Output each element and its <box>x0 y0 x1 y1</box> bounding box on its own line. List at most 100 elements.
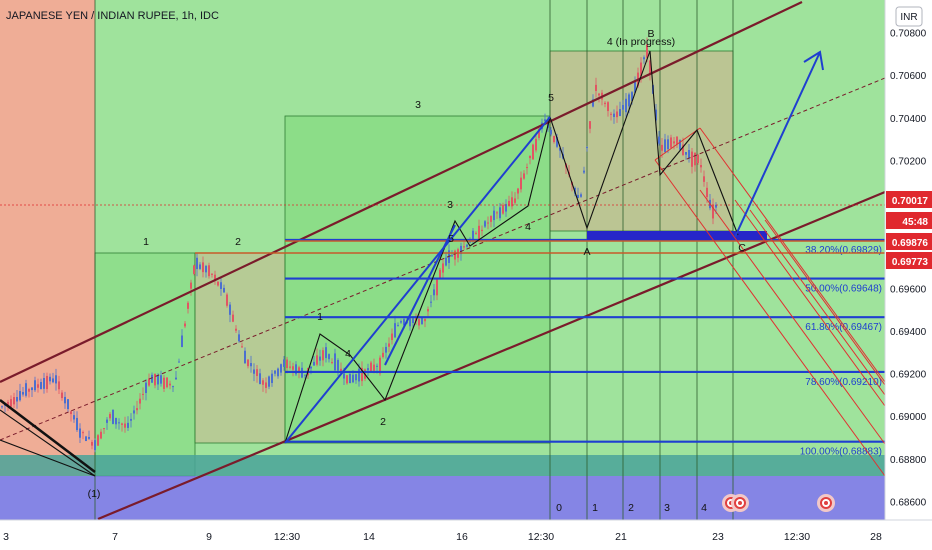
candle-body <box>712 205 714 219</box>
horizontal-levels <box>0 204 885 254</box>
candle-body <box>106 419 108 423</box>
price-axis[interactable]: INR 0.708000.706000.704000.702000.696000… <box>884 0 932 520</box>
candle-body <box>625 98 627 113</box>
event-markers[interactable] <box>722 494 835 512</box>
candle-body <box>628 94 630 107</box>
candle-body <box>100 431 102 439</box>
candle-body <box>532 144 534 160</box>
candle-body <box>73 415 75 420</box>
candle-body <box>454 250 456 260</box>
candle-body <box>316 355 318 365</box>
price-tags: 0.70017 45:48 0.69876 0.69773 <box>886 191 932 269</box>
candle-body <box>622 105 624 110</box>
candle-body <box>664 139 666 152</box>
candle-body <box>184 323 186 327</box>
candle-body <box>493 210 495 221</box>
candle-body <box>382 352 384 358</box>
last-price-tag-bg <box>886 191 932 208</box>
time-axis[interactable]: 3 7 9 12:30 14 16 12:30 21 23 12:30 28 <box>0 519 932 550</box>
candle-body <box>427 309 429 312</box>
price-tick-label: 0.69200 <box>890 370 927 381</box>
candle-body <box>325 347 327 359</box>
price-tick-label: 0.68600 <box>890 498 927 509</box>
candle-body <box>268 376 270 387</box>
event-marker-icon[interactable] <box>817 494 835 512</box>
candle-body <box>22 392 24 395</box>
candle-body <box>439 269 441 279</box>
candle-body <box>646 44 648 58</box>
candle-body <box>145 382 147 394</box>
candle-body <box>169 383 171 386</box>
wave-label: B <box>647 28 654 40</box>
candle-body <box>400 321 402 323</box>
candle-body <box>592 99 594 107</box>
wave-labels: 1 2 3 4 5 1 2 3 4 5 A B C 4 (In progress… <box>88 28 747 500</box>
correction-line <box>764 219 886 386</box>
candle-body <box>286 359 288 369</box>
fib-level-label: 38.20%(0.69829) <box>805 245 882 256</box>
candle-body <box>241 346 243 348</box>
wave-label: 4 (In progress) <box>607 36 675 48</box>
candle-body <box>343 373 345 379</box>
candle-body <box>91 441 93 446</box>
candle-body <box>139 398 141 404</box>
candle-body <box>715 204 717 208</box>
zone-left-red <box>0 0 95 476</box>
candle-body <box>16 397 18 402</box>
time-tick-label: 3 <box>3 531 9 543</box>
candle-body <box>475 232 477 234</box>
candle-body <box>535 138 537 151</box>
candle-body <box>670 137 672 148</box>
wave-label: C <box>738 242 746 254</box>
candle-body <box>151 374 153 383</box>
candle-body <box>682 144 684 155</box>
candle-body <box>52 378 54 383</box>
candle-body <box>328 354 330 360</box>
time-axis-bg <box>0 520 932 550</box>
correction-line <box>734 199 886 407</box>
candle-body <box>451 255 453 257</box>
time-tick-label: 16 <box>456 531 468 543</box>
candle-body <box>379 357 381 374</box>
candle-body <box>298 367 300 373</box>
wave-label: 1 <box>317 311 323 323</box>
candle-body <box>67 399 69 410</box>
candle-body <box>319 356 321 361</box>
time-ticks: 3 7 9 12:30 14 16 12:30 21 23 12:30 28 <box>3 531 882 543</box>
candle-body <box>199 264 201 269</box>
price-tick-label: 0.70800 <box>890 29 927 40</box>
candle-body <box>346 375 348 384</box>
candle-body <box>589 121 591 129</box>
candle-body <box>403 319 405 326</box>
candle-body <box>211 273 213 275</box>
candle-body <box>361 367 363 382</box>
chart-title: JAPANESE YEN / INDIAN RUPEE, 1h, IDC <box>6 10 219 22</box>
candle-body <box>394 323 396 338</box>
candle-body <box>262 380 264 385</box>
time-tick-label: 28 <box>870 531 882 543</box>
candle-body <box>481 229 483 232</box>
wave-label: A <box>583 246 590 258</box>
candle-body <box>634 81 636 93</box>
candle-body <box>265 382 267 388</box>
candle-body <box>283 359 285 367</box>
candle-body <box>310 366 312 369</box>
price-tick-label: 0.69400 <box>890 327 927 338</box>
event-marker-icon[interactable] <box>731 494 749 512</box>
candle-body <box>466 244 468 247</box>
currency-badge[interactable] <box>895 6 923 27</box>
candle-body <box>595 84 597 91</box>
candle-body <box>88 436 90 439</box>
time-tick-label: 12:30 <box>784 531 810 543</box>
zone-teal-band <box>0 455 885 476</box>
candle-body <box>94 440 96 451</box>
candle-body <box>142 393 144 395</box>
candle-body <box>55 375 57 384</box>
time-tick-label: 9 <box>206 531 212 543</box>
price-ticks: 0.70800 0.70600 0.70400 0.70200 0.69600 0.694… <box>890 29 927 509</box>
candle-body <box>385 346 387 353</box>
candle-body <box>508 200 510 206</box>
candle-body <box>244 350 246 364</box>
candle-body <box>64 396 66 404</box>
